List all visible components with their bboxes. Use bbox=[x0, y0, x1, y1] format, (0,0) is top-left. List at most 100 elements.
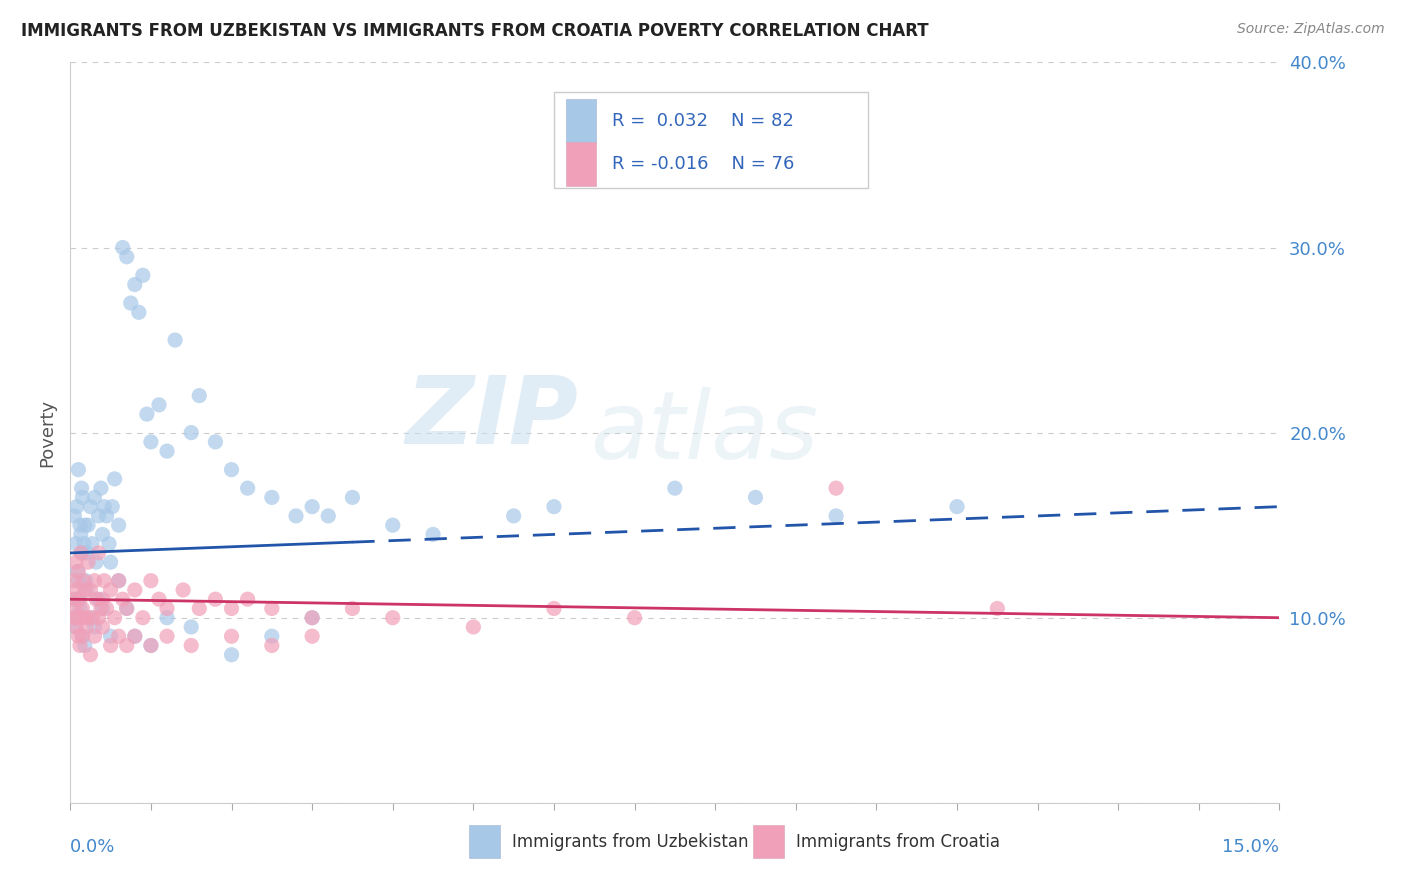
Point bbox=[104, 472, 127, 486]
Point bbox=[87, 508, 110, 523]
Point bbox=[124, 629, 146, 643]
Point bbox=[100, 629, 122, 643]
Point bbox=[101, 500, 124, 514]
FancyBboxPatch shape bbox=[567, 142, 596, 186]
Point bbox=[744, 491, 766, 505]
Point bbox=[107, 629, 129, 643]
Point bbox=[463, 620, 485, 634]
Point bbox=[221, 629, 243, 643]
Point bbox=[63, 610, 86, 624]
Point bbox=[67, 629, 90, 643]
Point bbox=[236, 592, 259, 607]
Point bbox=[132, 610, 155, 624]
Point bbox=[342, 491, 364, 505]
Point bbox=[180, 639, 202, 653]
Point bbox=[77, 518, 100, 533]
Point bbox=[120, 296, 142, 310]
Point bbox=[260, 639, 283, 653]
Point bbox=[100, 582, 122, 597]
Point bbox=[285, 508, 308, 523]
Point bbox=[946, 500, 969, 514]
Point bbox=[65, 620, 87, 634]
Point bbox=[139, 434, 162, 449]
Point bbox=[66, 610, 89, 624]
Point bbox=[83, 620, 105, 634]
Point bbox=[69, 601, 91, 615]
Point bbox=[107, 574, 129, 588]
Point bbox=[825, 508, 848, 523]
Point bbox=[90, 601, 112, 615]
FancyBboxPatch shape bbox=[470, 825, 499, 858]
Point bbox=[72, 574, 94, 588]
Point bbox=[70, 481, 93, 495]
Point bbox=[63, 601, 86, 615]
Point bbox=[260, 491, 283, 505]
Point bbox=[62, 592, 84, 607]
Point bbox=[73, 582, 96, 597]
Point bbox=[75, 620, 97, 634]
Point bbox=[63, 508, 86, 523]
Point bbox=[79, 610, 101, 624]
Point bbox=[96, 508, 118, 523]
Point bbox=[111, 592, 134, 607]
Point bbox=[301, 610, 323, 624]
Text: ZIP: ZIP bbox=[405, 372, 578, 464]
Point bbox=[139, 639, 162, 653]
Point bbox=[111, 240, 134, 255]
Point bbox=[63, 620, 86, 634]
Point bbox=[75, 574, 97, 588]
Point bbox=[69, 546, 91, 560]
Point bbox=[236, 481, 259, 495]
Text: Immigrants from Uzbekistan: Immigrants from Uzbekistan bbox=[512, 833, 748, 851]
Point bbox=[132, 268, 155, 283]
Point bbox=[100, 555, 122, 569]
Point bbox=[79, 648, 101, 662]
Point bbox=[96, 601, 118, 615]
Point bbox=[83, 629, 105, 643]
FancyBboxPatch shape bbox=[567, 99, 596, 143]
Point bbox=[66, 500, 89, 514]
Point bbox=[381, 610, 404, 624]
Point bbox=[115, 250, 138, 264]
Point bbox=[87, 592, 110, 607]
Point bbox=[87, 610, 110, 624]
Point bbox=[260, 601, 283, 615]
Point bbox=[422, 527, 444, 541]
Point bbox=[115, 639, 138, 653]
Point bbox=[221, 462, 243, 476]
Point bbox=[79, 500, 101, 514]
Point bbox=[80, 536, 103, 550]
Point bbox=[204, 434, 226, 449]
Point bbox=[188, 601, 211, 615]
Point bbox=[664, 481, 686, 495]
Point bbox=[180, 620, 202, 634]
Point bbox=[301, 500, 323, 514]
Point bbox=[75, 546, 97, 560]
Point bbox=[66, 592, 89, 607]
Point bbox=[65, 536, 87, 550]
Point bbox=[502, 508, 524, 523]
Point bbox=[260, 629, 283, 643]
Point bbox=[63, 574, 86, 588]
Point bbox=[128, 305, 150, 319]
Text: R =  0.032    N = 82: R = 0.032 N = 82 bbox=[612, 112, 794, 130]
Y-axis label: Poverty: Poverty bbox=[38, 399, 56, 467]
Point bbox=[100, 639, 122, 653]
Point bbox=[148, 592, 170, 607]
Point bbox=[69, 518, 91, 533]
Point bbox=[301, 629, 323, 643]
Point bbox=[139, 574, 162, 588]
Point bbox=[72, 491, 94, 505]
Point bbox=[124, 629, 146, 643]
Point bbox=[82, 610, 104, 624]
Point bbox=[72, 629, 94, 643]
Point bbox=[66, 582, 89, 597]
Point bbox=[83, 574, 105, 588]
Point bbox=[69, 527, 91, 541]
Point bbox=[91, 592, 114, 607]
Point bbox=[67, 565, 90, 579]
Point bbox=[67, 462, 90, 476]
Point bbox=[342, 601, 364, 615]
Point bbox=[543, 601, 565, 615]
Point bbox=[381, 518, 404, 533]
